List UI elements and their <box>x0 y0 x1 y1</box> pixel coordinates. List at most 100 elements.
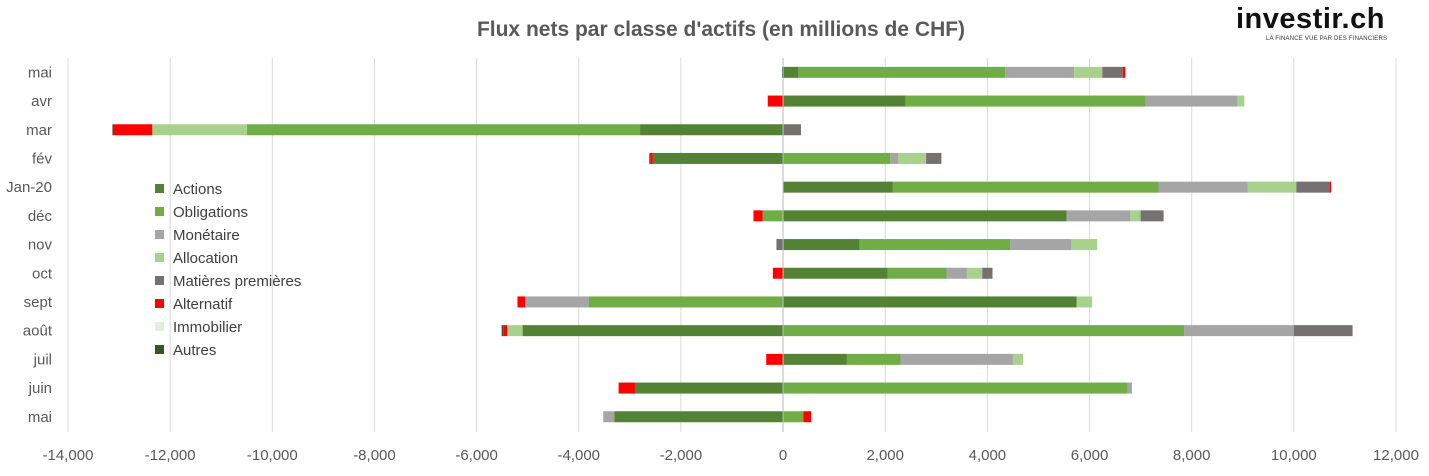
y-tick-label: mar <box>26 122 52 139</box>
logo: investir.ch LA FINANCE VUE PAR DES FINAN… <box>1236 4 1396 48</box>
bar-segment <box>753 210 763 222</box>
bar-segment <box>783 95 906 107</box>
y-tick-label: Jan-20 <box>6 179 52 196</box>
bar-segment <box>890 152 898 164</box>
bar-segment <box>783 325 1185 337</box>
x-tick-label: -6,000 <box>455 447 498 464</box>
bar-segment <box>762 210 784 222</box>
y-tick-label: oct <box>32 265 53 282</box>
bar-segment <box>634 382 784 394</box>
x-tick-label: 10,000 <box>1271 447 1317 464</box>
bar-segment <box>525 296 589 308</box>
bar-segment <box>982 267 993 279</box>
bar-segment <box>1158 181 1248 193</box>
bar-segment <box>517 296 526 308</box>
x-tick-label: -10,000 <box>247 447 298 464</box>
y-tick-label: nov <box>28 237 53 254</box>
y-tick-label: août <box>23 323 53 340</box>
y-tick-label: juil <box>33 351 52 368</box>
bar-segment <box>1247 181 1297 193</box>
bar-segment <box>783 152 891 164</box>
legend-label: Monétaire <box>173 227 240 244</box>
bar-segment <box>1074 66 1103 78</box>
x-tick-label: -12,000 <box>145 447 196 464</box>
bar-segment <box>767 95 784 107</box>
bar-segment <box>1012 353 1024 365</box>
x-tick-label: 0 <box>779 447 787 464</box>
bar-segment <box>1076 296 1093 308</box>
bar-segment <box>846 353 901 365</box>
x-tick-label: -8,000 <box>353 447 396 464</box>
x-tick-label: 6,000 <box>1071 447 1109 464</box>
bar-segment <box>1010 239 1072 251</box>
bar-segment <box>1102 66 1123 78</box>
chart-title: Flux nets par classe d'actifs (en millio… <box>477 18 965 41</box>
bar-segment <box>926 152 942 164</box>
legend-swatch <box>155 345 164 354</box>
bar-segment <box>503 325 508 337</box>
bar-segment <box>966 267 983 279</box>
y-tick-label: juin <box>28 380 52 397</box>
legend-swatch <box>155 230 164 239</box>
legend-label: Actions <box>173 181 222 198</box>
bar-segment <box>900 353 1013 365</box>
bar-segment <box>783 267 888 279</box>
y-tick-label: sept <box>24 294 53 311</box>
bar-segment <box>898 152 927 164</box>
legend-label: Obligations <box>173 204 248 221</box>
bar-segment <box>1329 181 1332 193</box>
bar-segment <box>946 267 967 279</box>
bars <box>112 66 1353 423</box>
bar-segment <box>783 124 801 136</box>
bar-segment <box>783 353 847 365</box>
bar-segment <box>892 181 1159 193</box>
bar-segment <box>1130 210 1141 222</box>
bar-segment <box>887 267 947 279</box>
bar-segment <box>614 411 784 423</box>
bar-segment <box>1145 95 1238 107</box>
bar-segment <box>1140 210 1164 222</box>
y-tick-label: avr <box>31 93 52 110</box>
bar-segment <box>246 124 641 136</box>
logo-wordmark: investir.ch <box>1236 3 1385 35</box>
bar-segment <box>905 95 1146 107</box>
bar-segment <box>1296 181 1330 193</box>
x-tick-label: -4,000 <box>557 447 600 464</box>
bar-segment <box>507 325 523 337</box>
legend-swatch <box>155 184 164 193</box>
legend-label: Autres <box>173 342 216 359</box>
y-tick-label: déc <box>28 208 53 225</box>
legend-swatch <box>155 322 164 331</box>
legend-label: Allocation <box>173 250 238 267</box>
bar-segment <box>1237 95 1245 107</box>
bar-segment <box>1071 239 1098 251</box>
x-tick-label: -2,000 <box>660 447 703 464</box>
y-tick-label: fév <box>32 150 53 167</box>
bar-segment <box>618 382 635 394</box>
bar-segment <box>652 152 784 164</box>
bar-segment <box>783 181 893 193</box>
x-tick-label: -14,000 <box>43 447 94 464</box>
x-tick-label: 2,000 <box>866 447 904 464</box>
bar-segment <box>112 124 114 136</box>
bar-segment <box>1005 66 1075 78</box>
bar-segment <box>783 210 1067 222</box>
bar-segment <box>766 353 784 365</box>
bar-segment <box>783 411 804 423</box>
bar-segment <box>776 239 784 251</box>
bar-segment <box>1293 325 1353 337</box>
bar-segment <box>649 152 651 164</box>
x-tick-label: 12,000 <box>1373 447 1419 464</box>
bar-segment <box>772 267 784 279</box>
x-tick-label: 8,000 <box>1173 447 1211 464</box>
bar-segment <box>783 239 860 251</box>
axes: -14,000 -12,000 -10,000 -8,000 -6,000 -4,000 -… <box>6 58 1419 464</box>
bar-segment <box>1122 66 1126 78</box>
legend: Actions Obligations Monétaire Allocation Mat… <box>155 181 301 359</box>
bar-segment <box>152 124 247 136</box>
legend-label: Matières premières <box>173 273 301 290</box>
bar-segment <box>640 124 784 136</box>
bar-segment <box>1127 382 1132 394</box>
bar-segment <box>501 325 504 337</box>
legend-swatch <box>155 207 164 216</box>
